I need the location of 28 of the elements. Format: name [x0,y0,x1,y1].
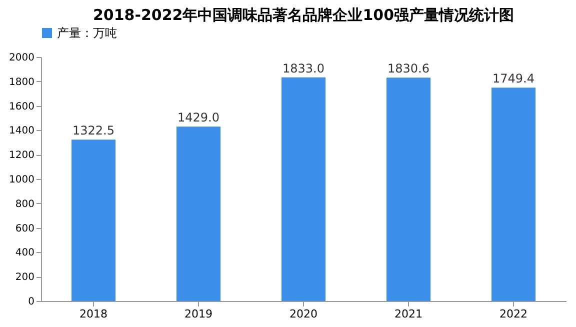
y-tick-label: 1600 [9,101,34,112]
y-tick-label: 200 [15,272,34,284]
data-label: 1429.0 [178,110,220,125]
x-tick-label: 2020 [290,308,318,320]
x-tick-label: 2022 [500,308,528,320]
bar [282,77,326,301]
data-label: 1749.4 [492,72,534,86]
bar [176,126,220,301]
y-tick-label: 1000 [9,174,34,186]
y-tick-label: 1800 [9,76,34,88]
legend-label: 产量：万吨 [57,26,117,40]
y-tick-label: 400 [15,248,34,259]
x-tick-label: 2019 [184,308,212,320]
y-tick-label: 600 [15,223,34,234]
y-tick-label: 1400 [9,126,34,137]
data-label: 1322.5 [72,124,114,138]
y-tick-label: 0 [28,296,34,308]
x-tick-label: 2018 [80,308,108,320]
data-label: 1830.6 [388,62,430,76]
x-tick-label: 2021 [394,308,422,320]
data-label: 1833.0 [282,61,324,76]
bar [72,140,116,301]
chart-title: 2018-2022年中国调味品著名品牌企业100强产量情况统计图 [92,6,514,24]
y-tick-label: 800 [15,198,34,210]
bar [492,88,536,301]
y-tick-label: 2000 [9,52,34,64]
y-tick-label: 1200 [9,150,34,162]
bar [386,78,430,301]
